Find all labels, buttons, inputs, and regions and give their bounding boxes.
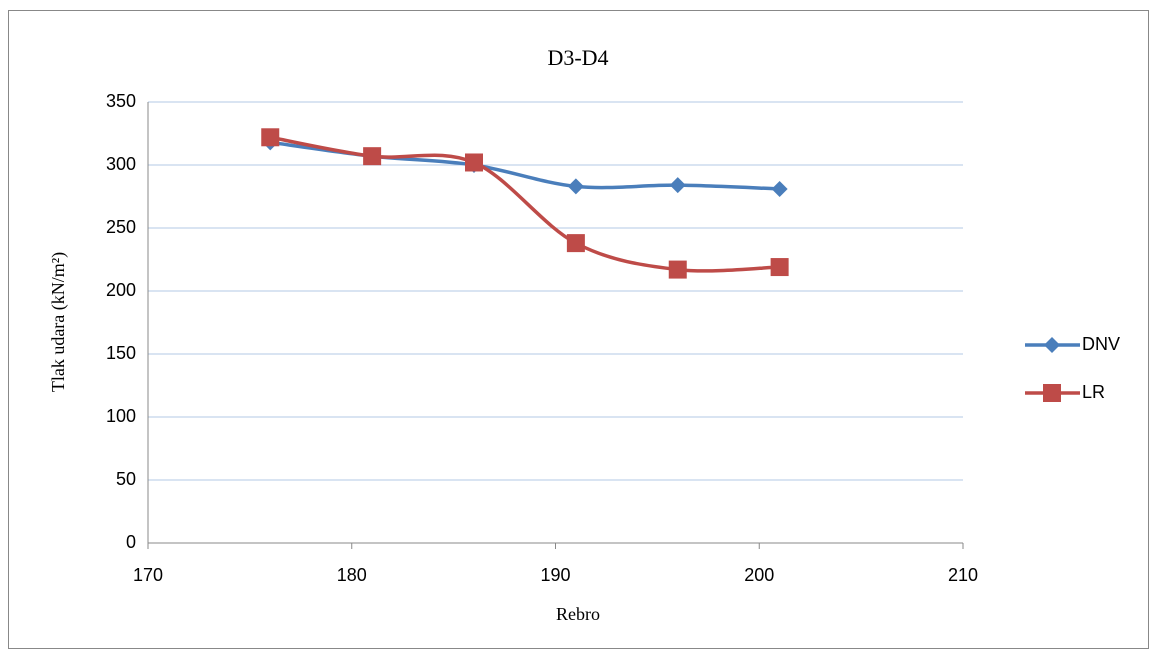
y-axis-label: Tlak udara (kN/m²) <box>48 252 69 392</box>
x-tick-label: 190 <box>540 565 570 585</box>
marker <box>668 260 687 279</box>
chart-title: D3-D4 <box>547 45 608 70</box>
y-tick-label: 100 <box>106 406 136 426</box>
x-tick-label: 210 <box>948 565 978 585</box>
legend-marker <box>1044 337 1060 353</box>
y-tick-label: 350 <box>106 91 136 111</box>
legend-label: DNV <box>1082 334 1120 354</box>
marker <box>669 177 686 194</box>
y-tick-label: 150 <box>106 343 136 363</box>
series-line <box>269 135 780 273</box>
legend-marker <box>1043 384 1061 402</box>
y-tick-label: 250 <box>106 217 136 237</box>
marker <box>771 180 788 197</box>
marker <box>465 153 483 172</box>
x-tick-label: 180 <box>337 565 367 585</box>
y-tick-label: 0 <box>126 532 136 552</box>
legend-label: LR <box>1082 382 1105 402</box>
marker <box>261 128 280 147</box>
y-tick-label: 300 <box>106 154 136 174</box>
marker <box>566 234 585 253</box>
chart-frame <box>8 10 1149 649</box>
y-tick-label: 200 <box>106 280 136 300</box>
marker <box>363 147 382 166</box>
marker <box>770 258 789 277</box>
x-axis-label: Rebro <box>556 604 600 624</box>
marker <box>567 178 584 195</box>
x-tick-label: 200 <box>744 565 774 585</box>
y-tick-label: 50 <box>116 469 136 489</box>
x-tick-label: 170 <box>133 565 163 585</box>
